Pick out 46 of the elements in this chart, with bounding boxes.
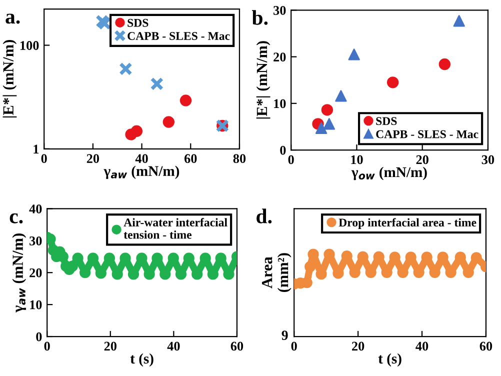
legend-label: Air-water interfacial tension - time	[124, 218, 228, 239]
legend-label: SDS	[376, 117, 397, 126]
y-tick-label: 0	[36, 332, 42, 342]
y-tick-label: 10	[274, 99, 286, 108]
x-axis-title: γ$_{aw}$ (mN/m)	[104, 166, 180, 179]
x-tick-label: 40	[167, 342, 180, 351]
x-tick-label: 0	[288, 155, 294, 164]
y-tick-label: 40	[29, 204, 42, 214]
legend-label: Drop interfacial area - time	[338, 218, 476, 229]
x-axis-title: t (s)	[378, 353, 402, 367]
x-tick-label: 20	[352, 342, 364, 351]
x-axis-title: t (s)	[130, 353, 154, 367]
y-tick-label: 1	[34, 144, 39, 154]
x-tick-label: 20	[416, 155, 428, 164]
chart-title: c.	[10, 213, 23, 224]
x-tick-label: 40	[416, 342, 428, 351]
chart-title: b.	[252, 10, 268, 25]
x-tick-label: 0	[291, 342, 297, 351]
x-tick-label: 0	[44, 342, 50, 351]
y-tick-label: 10	[30, 300, 42, 310]
legend-label: CAPB - SLES - Mac	[376, 130, 478, 138]
y-axis-title: Area (mm²)	[262, 253, 292, 292]
y-tick-label: 0	[280, 146, 286, 155]
y-tick-label: 20	[30, 268, 42, 278]
y-tick-label: 30	[274, 6, 286, 15]
legend-label: CAPB - SLES - Mac	[128, 32, 230, 40]
y-axis-title: |E*| (mN/m)	[256, 41, 270, 119]
y-tick-label: 100	[20, 41, 39, 50]
y-axis-title: |E*| (mN/m)	[2, 40, 17, 118]
x-tick-label: 10	[351, 155, 363, 164]
chart-title: d.	[256, 208, 272, 224]
x-tick-label: 30	[482, 155, 494, 164]
x-tick-label: 20	[86, 154, 100, 164]
y-tick-label: 20	[274, 52, 286, 62]
x-tick-label: 20	[104, 342, 116, 351]
x-tick-label: 80	[233, 154, 246, 164]
x-tick-label: 40	[135, 154, 148, 164]
x-tick-label: 60	[230, 342, 244, 351]
x-tick-label: 60	[184, 154, 197, 164]
x-axis-title: γ$_{ow}$ (mN/m)	[351, 166, 427, 180]
x-tick-label: 60	[480, 342, 492, 351]
legend-label: SDS	[128, 18, 148, 27]
y-tick-label: 30	[30, 236, 42, 246]
chart-title: a.	[6, 14, 20, 24]
y-axis-title: γ$_{aw}$ (mN/m)	[12, 234, 26, 312]
text: 9	[282, 330, 288, 340]
